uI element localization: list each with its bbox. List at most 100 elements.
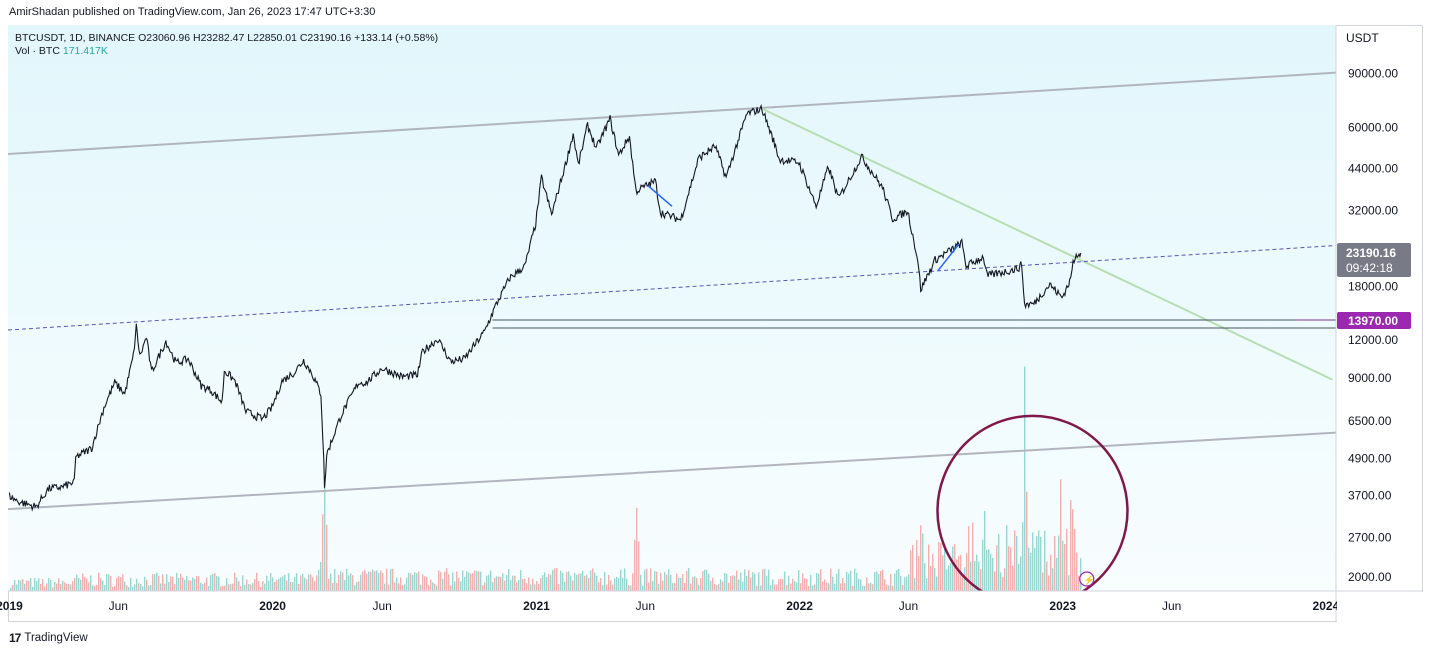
volume-bar <box>946 569 948 591</box>
volume-bar <box>282 576 284 591</box>
volume-bar <box>526 583 528 591</box>
volume-bar <box>106 574 108 591</box>
volume-bar <box>696 578 698 591</box>
volume-bar <box>542 575 544 591</box>
volume-bar <box>114 585 116 591</box>
volume-bar <box>1012 565 1014 591</box>
volume-bar <box>728 582 730 591</box>
volume-bar <box>268 580 270 591</box>
volume-bar <box>786 585 788 591</box>
volume-bar <box>264 583 266 591</box>
volume-bar <box>116 578 118 591</box>
price-tick-label: 2700.00 <box>1348 530 1392 544</box>
volume-bar <box>760 585 762 591</box>
volume-bar <box>98 572 100 591</box>
volume-bar <box>676 573 678 591</box>
volume-bar <box>992 557 994 591</box>
volume-bar <box>280 577 282 591</box>
volume-bar <box>596 575 598 591</box>
volume-bar <box>316 575 318 591</box>
volume-bar <box>602 585 604 591</box>
volume-bar <box>1072 509 1074 591</box>
volume-bar <box>198 576 200 591</box>
volume-bar <box>668 569 670 591</box>
volume-bar <box>1048 575 1050 591</box>
price-tick-label: 60000.00 <box>1348 120 1398 134</box>
volume-bar <box>296 573 298 591</box>
volume-bar <box>958 556 960 591</box>
volume-bar <box>996 545 998 591</box>
volume-bar <box>376 570 378 591</box>
volume-bar <box>954 544 956 591</box>
volume-bar <box>896 570 898 591</box>
volume-bar <box>1004 568 1006 591</box>
volume-bar <box>666 574 668 591</box>
volume-bar <box>404 584 406 591</box>
volume-bar <box>1044 530 1046 591</box>
volume-bar <box>224 585 226 591</box>
volume-bar <box>990 553 992 591</box>
volume-bar <box>42 578 44 591</box>
volume-bar <box>372 569 374 591</box>
volume-bar <box>578 573 580 591</box>
volume-bar <box>640 574 642 591</box>
volume-bar <box>366 573 368 591</box>
volume-bar <box>504 580 506 591</box>
volume-bar <box>318 569 320 591</box>
volume-bar <box>942 555 944 591</box>
volume-bar <box>226 578 228 591</box>
volume-bar <box>80 579 82 591</box>
volume-bar <box>882 569 884 591</box>
volume-bar <box>750 577 752 591</box>
volume-bar <box>302 573 304 591</box>
volume-bar <box>774 584 776 591</box>
axis-corner <box>1337 592 1423 622</box>
volume-bar <box>184 579 186 591</box>
volume-bar <box>1008 546 1010 591</box>
volume-bar <box>288 573 290 591</box>
volume-bar <box>326 524 328 591</box>
volume-bar <box>570 575 572 591</box>
volume-bar <box>64 582 66 591</box>
volume-bar <box>788 575 790 591</box>
volume-bar <box>608 574 610 591</box>
volume-bar <box>192 577 194 591</box>
time-tick-label: 2021 <box>523 599 550 613</box>
price-tick-label: 2000.00 <box>1348 570 1392 584</box>
volume-bar <box>346 568 348 591</box>
volume-bar <box>136 578 138 591</box>
volume-bar <box>1014 530 1016 591</box>
volume-bar <box>950 562 952 591</box>
volume-bar <box>70 584 72 591</box>
volume-bar <box>16 584 18 591</box>
volume-bar <box>230 584 232 591</box>
volume-bar <box>28 580 30 591</box>
volume-bar <box>66 583 68 591</box>
volume-bar <box>1054 535 1056 591</box>
volume-bar <box>558 584 560 591</box>
volume-bar <box>808 585 810 591</box>
tradingview-logo[interactable]: 17 TradingView <box>9 631 88 645</box>
volume-bar <box>84 576 86 591</box>
dashed-trend-line <box>8 244 1336 331</box>
volume-bar <box>18 579 20 591</box>
lightning-icon-glyph: ⚡ <box>1084 574 1095 586</box>
volume-bar <box>594 572 596 591</box>
volume-bar <box>322 514 324 591</box>
price-tick-label: 44000.00 <box>1348 161 1398 175</box>
symbol-ohlc: BTCUSDT, 1D, BINANCE O23060.96 H23282.47… <box>15 32 439 44</box>
time-tick-label: Jun <box>372 599 391 613</box>
volume-legend: Vol · BTC 171.417K <box>15 45 438 58</box>
volume-bar <box>486 575 488 591</box>
volume-bar <box>298 584 300 591</box>
volume-bar <box>248 583 250 591</box>
volume-bar <box>160 583 162 591</box>
volume-bar <box>944 543 946 591</box>
volume-bar <box>644 569 646 591</box>
volume-bar <box>62 580 64 591</box>
volume-bar <box>732 575 734 591</box>
volume-bar <box>900 576 902 591</box>
volume-bar <box>604 571 606 591</box>
volume-bar <box>930 565 932 591</box>
volume-bar <box>742 581 744 591</box>
